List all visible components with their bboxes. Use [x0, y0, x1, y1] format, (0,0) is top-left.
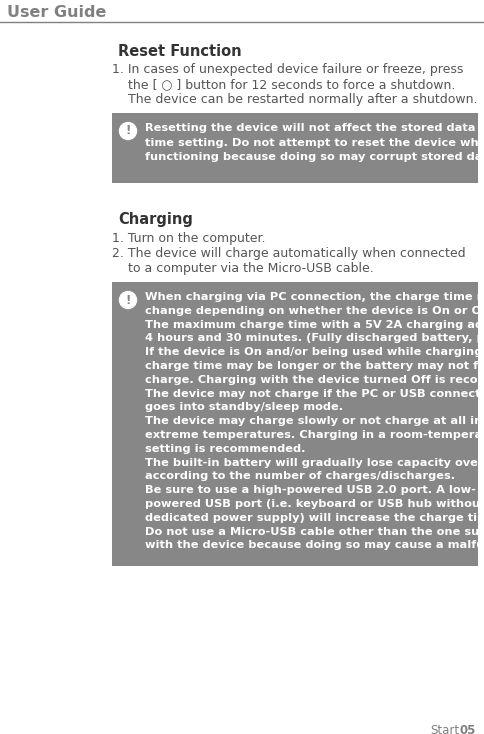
Text: according to the number of charges/discharges.: according to the number of charges/disch…: [145, 471, 454, 482]
Text: Start: Start: [429, 724, 458, 734]
Text: !: !: [125, 125, 130, 137]
Text: If the device is On and/or being used while charging, the: If the device is On and/or being used wh…: [145, 347, 484, 357]
Text: dedicated power supply) will increase the charge time.: dedicated power supply) will increase th…: [145, 513, 484, 523]
Text: to a computer via the Micro-USB cable.: to a computer via the Micro-USB cable.: [112, 262, 373, 275]
Text: 2. The device will charge automatically when connected: 2. The device will charge automatically …: [112, 247, 465, 260]
Text: The maximum charge time with a 5V 2A charging adapter is: The maximum charge time with a 5V 2A cha…: [145, 319, 484, 330]
Text: the [ ○ ] button for 12 seconds to force a shutdown.: the [ ○ ] button for 12 seconds to force…: [112, 78, 454, 91]
Text: with the device because doing so may cause a malfunction.: with the device because doing so may cau…: [145, 540, 484, 550]
Text: Do not use a Micro-USB cable other than the one supplied: Do not use a Micro-USB cable other than …: [145, 526, 484, 537]
Text: setting is recommended.: setting is recommended.: [145, 444, 305, 454]
Text: The device may not charge if the PC or USB connection: The device may not charge if the PC or U…: [145, 388, 484, 399]
Text: goes into standby/sleep mode.: goes into standby/sleep mode.: [145, 402, 342, 413]
Text: charge. Charging with the device turned Off is recommended.: charge. Charging with the device turned …: [145, 375, 484, 385]
Text: !: !: [125, 294, 130, 307]
Text: powered USB port (i.e. keyboard or USB hub without a: powered USB port (i.e. keyboard or USB h…: [145, 499, 484, 509]
Text: 4 hours and 30 minutes. (Fully discharged battery, power Off): 4 hours and 30 minutes. (Fully discharge…: [145, 333, 484, 344]
Text: Be sure to use a high-powered USB 2.0 port. A low-: Be sure to use a high-powered USB 2.0 po…: [145, 485, 475, 495]
Circle shape: [119, 123, 136, 139]
Circle shape: [119, 291, 136, 308]
Text: time setting. Do not attempt to reset the device while it’s: time setting. Do not attempt to reset th…: [145, 137, 484, 148]
Text: The device can be restarted normally after a shutdown.: The device can be restarted normally aft…: [112, 93, 477, 106]
Text: When charging via PC connection, the charge time may: When charging via PC connection, the cha…: [145, 292, 484, 302]
Text: The device may charge slowly or not charge at all in: The device may charge slowly or not char…: [145, 416, 482, 426]
Text: Resetting the device will not affect the stored data or: Resetting the device will not affect the…: [145, 123, 484, 133]
Text: 1. Turn on the computer.: 1. Turn on the computer.: [112, 232, 265, 245]
FancyBboxPatch shape: [112, 282, 477, 566]
FancyBboxPatch shape: [112, 113, 477, 183]
Text: Reset Function: Reset Function: [118, 44, 241, 59]
Text: User Guide: User Guide: [7, 5, 106, 20]
Text: 1. In cases of unexpected device failure or freeze, press: 1. In cases of unexpected device failure…: [112, 63, 462, 76]
Text: charge time may be longer or the battery may not fully: charge time may be longer or the battery…: [145, 361, 484, 371]
Text: change depending on whether the device is On or Off.: change depending on whether the device i…: [145, 306, 484, 316]
Text: extreme temperatures. Charging in a room-temperature: extreme temperatures. Charging in a room…: [145, 430, 484, 440]
Text: The built-in battery will gradually lose capacity over time: The built-in battery will gradually lose…: [145, 457, 484, 468]
Text: functioning because doing so may corrupt stored data.: functioning because doing so may corrupt…: [145, 152, 484, 162]
Text: 05: 05: [459, 724, 475, 734]
Text: Charging: Charging: [118, 212, 193, 227]
